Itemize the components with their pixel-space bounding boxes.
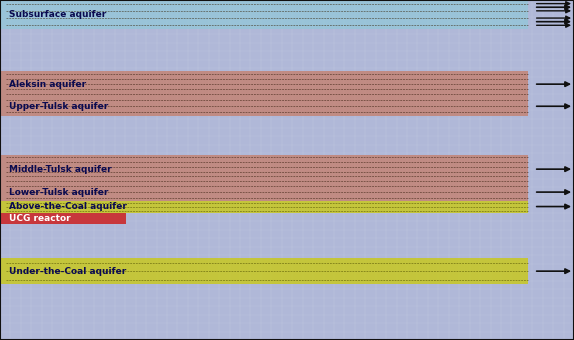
Text: UCG reactor: UCG reactor (9, 214, 70, 223)
Bar (0, 212, 126, 224)
Bar (0, 201, 528, 212)
Bar (0, 184, 528, 201)
Text: Lower-Tulsk aquifer: Lower-Tulsk aquifer (9, 188, 108, 197)
Bar (0, 258, 528, 284)
Bar (0, 155, 528, 184)
Bar (0, 97, 528, 116)
Text: Aleksin aquifer: Aleksin aquifer (9, 80, 86, 89)
Text: Under-the-Coal aquifer: Under-the-Coal aquifer (9, 267, 126, 276)
Text: Middle-Tulsk aquifer: Middle-Tulsk aquifer (9, 165, 111, 174)
Bar (0, 71, 528, 97)
Text: Above-the-Coal aquifer: Above-the-Coal aquifer (9, 202, 126, 211)
Text: Subsurface aquifer: Subsurface aquifer (9, 10, 106, 19)
Bar (0, 0, 528, 29)
Text: Upper-Tulsk aquifer: Upper-Tulsk aquifer (9, 102, 108, 111)
